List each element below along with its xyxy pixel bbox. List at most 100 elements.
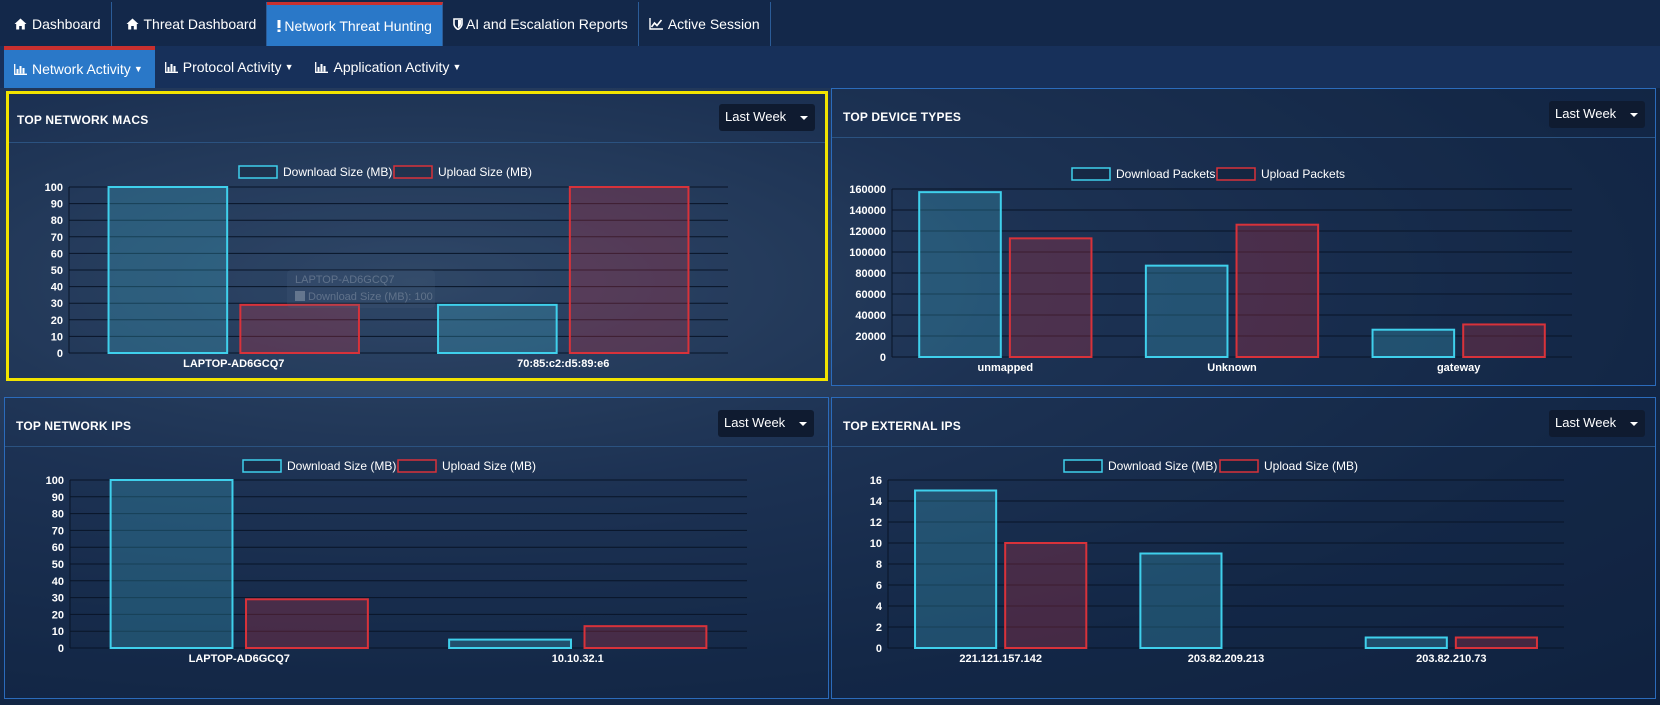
y-tick-label: 8: [876, 559, 882, 571]
chart-bar[interactable]: [245, 598, 369, 649]
legend-label: Download Size (MB): [1108, 459, 1217, 473]
tab-active-session[interactable]: Active Session: [639, 2, 771, 46]
legend-label: Download Size (MB): [287, 459, 396, 473]
chart-bar[interactable]: [239, 303, 360, 354]
chart-bar[interactable]: [568, 186, 690, 354]
chart-bar[interactable]: [1008, 237, 1093, 358]
time-range-select[interactable]: Last Week: [718, 410, 814, 437]
bar-chart-external-ips: Download Size (MB) Upload Size (MB) 0 2 4 6 8 1…: [870, 459, 1564, 665]
legend-swatch[interactable]: [397, 459, 437, 473]
x-tick-label: 221.121.157.142: [959, 653, 1042, 665]
tab-ai-escalation-reports[interactable]: AI and Escalation Reports: [443, 2, 639, 46]
x-tick-label: 10.10.32.1: [552, 653, 604, 665]
time-range-select[interactable]: Last Week: [1549, 410, 1645, 437]
y-tick-label: 100: [46, 475, 64, 487]
legend-label: Upload Size (MB): [438, 165, 532, 179]
chart-bar[interactable]: [914, 489, 998, 649]
subtab-application-activity[interactable]: Application Activity ▼: [305, 46, 473, 88]
time-range-select[interactable]: Last Week: [719, 104, 815, 131]
legend-label: Upload Size (MB): [1264, 459, 1358, 473]
y-tick-label: 100000: [849, 247, 886, 259]
legend-swatch[interactable]: [1219, 459, 1259, 473]
legend-swatch[interactable]: [393, 165, 433, 179]
tooltip-value: Download Size (MB): 100: [308, 291, 433, 303]
legend-swatch[interactable]: [1071, 167, 1111, 181]
y-tick-label: 40: [52, 576, 64, 588]
y-tick-label: 10: [51, 331, 63, 343]
top-navigation: Dashboard Threat Dashboard Network Threa…: [0, 0, 1660, 48]
chart-bar[interactable]: [1004, 542, 1088, 649]
y-tick-label: 60: [51, 248, 63, 260]
chart-bar[interactable]: [1144, 264, 1229, 358]
home-icon: [14, 18, 27, 30]
chart-bar[interactable]: [583, 625, 708, 650]
chart-bar[interactable]: [107, 186, 229, 354]
y-tick-label: 70: [51, 232, 63, 244]
subtab-protocol-activity[interactable]: Protocol Activity ▼: [155, 46, 306, 88]
chart-bar[interactable]: [437, 303, 558, 354]
y-tick-label: 50: [51, 265, 63, 277]
y-tick-label: 120000: [849, 226, 886, 238]
x-tick-label: 203.82.209.213: [1188, 653, 1264, 665]
tooltip-swatch: [295, 291, 305, 301]
tab-network-threat-hunting[interactable]: Network Threat Hunting: [267, 2, 443, 46]
legend-swatch[interactable]: [242, 459, 282, 473]
y-tick-label: 20000: [855, 331, 886, 343]
tab-dashboard[interactable]: Dashboard: [0, 2, 112, 46]
chart-bar[interactable]: [918, 191, 1002, 359]
y-tick-label: 90: [52, 492, 64, 504]
chart-bar[interactable]: [448, 638, 572, 650]
chart-bar[interactable]: [1454, 636, 1538, 649]
y-tick-label: 60: [52, 542, 64, 554]
line-chart-icon: [649, 18, 663, 30]
sub-navigation: Network Activity ▼ Protocol Activity ▼ A…: [0, 46, 1660, 88]
x-tick-label: 203.82.210.73: [1416, 653, 1486, 665]
home-icon: [126, 18, 139, 30]
legend-swatch[interactable]: [238, 165, 278, 179]
time-range-value: Last Week: [1555, 106, 1617, 121]
y-tick-label: 60000: [855, 289, 886, 301]
chart-bar[interactable]: [1364, 636, 1448, 649]
y-tick-label: 140000: [849, 205, 886, 217]
legend-swatch[interactable]: [1063, 459, 1103, 473]
tab-active-session-label: Active Session: [667, 16, 760, 32]
y-tick-label: 4: [876, 601, 883, 613]
chart-bar[interactable]: [109, 479, 234, 649]
y-tick-label: 0: [876, 643, 882, 655]
legend-label: Upload Packets: [1261, 167, 1345, 181]
chart-bar[interactable]: [1139, 552, 1223, 649]
y-tick-label: 0: [880, 352, 886, 364]
time-range-select[interactable]: Last Week: [1549, 101, 1645, 128]
y-tick-label: 20: [52, 609, 64, 621]
time-range-value: Last Week: [725, 109, 787, 124]
time-range-value: Last Week: [724, 415, 786, 430]
y-tick-label: 2: [876, 622, 882, 634]
tab-threat-dashboard[interactable]: Threat Dashboard: [112, 2, 268, 46]
y-tick-label: 20: [51, 315, 63, 327]
y-tick-label: 40: [51, 282, 63, 294]
subtab-network-activity[interactable]: Network Activity ▼: [4, 46, 155, 88]
caret-down-icon: [800, 116, 808, 120]
legend-label: Download Packets: [1116, 167, 1215, 181]
bar-chart-device-types: Download Packets Upload Packets 0 20000 4000…: [849, 167, 1572, 374]
panel-header: TOP EXTERNAL IPS Last Week: [832, 398, 1655, 447]
legend-label: Download Size (MB): [283, 165, 392, 179]
y-tick-label: 30: [52, 593, 64, 605]
chart-bar[interactable]: [1235, 223, 1320, 358]
chart-bar[interactable]: [1462, 323, 1546, 358]
x-tick-label: 70:85:c2:d5:89:e6: [517, 358, 609, 370]
panel-top-network-ips: TOP NETWORK IPS Last Week Download Size …: [4, 397, 829, 699]
bar-chart-icon: [164, 61, 178, 73]
y-tick-label: 40000: [855, 310, 886, 322]
bar-chart-icon: [315, 61, 329, 73]
panel-header: TOP NETWORK MACS Last Week: [9, 94, 825, 143]
chart-bar[interactable]: [1371, 328, 1456, 358]
time-range-value: Last Week: [1555, 415, 1617, 430]
y-tick-label: 90: [51, 199, 63, 211]
x-tick-label: gateway: [1437, 362, 1481, 374]
legend-label: Upload Size (MB): [442, 459, 536, 473]
subtab-network-activity-label: Network Activity: [32, 61, 131, 77]
y-tick-label: 0: [57, 348, 63, 360]
tooltip-line: Download Size (MB): 100: [295, 291, 433, 303]
legend-swatch[interactable]: [1216, 167, 1256, 181]
